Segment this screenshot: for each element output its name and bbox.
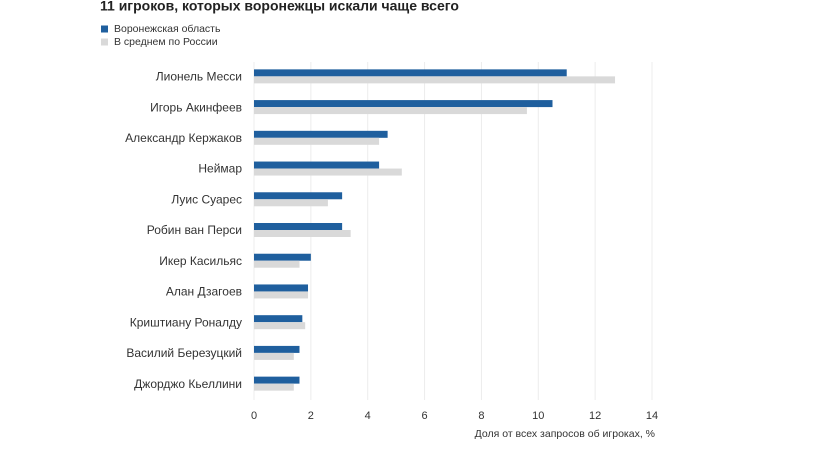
bar <box>254 383 294 391</box>
bar <box>254 291 309 299</box>
y-tick-label: Джорджо Кьеллини <box>134 377 242 391</box>
bar <box>254 345 300 353</box>
bar <box>254 107 527 115</box>
x-axis-label: Доля от всех запросов об игроках, % <box>475 428 655 440</box>
x-tick-label: 14 <box>646 410 658 422</box>
bar <box>254 137 380 145</box>
bar <box>254 199 328 207</box>
bar <box>254 192 343 200</box>
bar <box>254 161 380 169</box>
y-tick-label: Икер Касильяс <box>159 254 242 268</box>
bar <box>254 284 309 292</box>
y-tick-label: Василий Березуцкий <box>126 346 242 360</box>
bar <box>254 315 303 323</box>
bar <box>254 376 300 384</box>
x-tick-label: 6 <box>422 410 428 422</box>
y-tick-label: Луис Суарес <box>171 192 242 206</box>
bar <box>254 322 306 330</box>
bar <box>254 130 388 138</box>
y-tick-label: Криштиану Роналду <box>130 315 242 329</box>
chart-title: 11 игроков, которых воронежцы искали чащ… <box>100 0 459 14</box>
x-tick-label: 0 <box>251 410 257 422</box>
x-tick-label: 8 <box>478 410 484 422</box>
bar <box>254 168 402 176</box>
y-tick-label: Робин ван Перси <box>147 223 242 237</box>
legend-label: Воронежская область <box>114 23 221 35</box>
legend-label: В среднем по России <box>114 36 218 48</box>
x-tick-label: 2 <box>308 410 314 422</box>
y-tick-label: Игорь Акинфеев <box>150 100 242 114</box>
y-tick-label: Лионель Месси <box>156 70 242 84</box>
bar <box>254 253 311 261</box>
bar <box>254 352 294 360</box>
bar <box>254 76 616 84</box>
x-tick-label: 12 <box>589 410 601 422</box>
bar <box>254 223 343 230</box>
bar <box>254 230 351 237</box>
bar <box>254 69 567 77</box>
bar <box>254 260 300 268</box>
y-tick-label: Алан Дзагоев <box>166 285 242 299</box>
bar <box>254 100 553 108</box>
y-tick-label: Александр Кержаков <box>125 131 242 145</box>
y-tick-label: Неймар <box>198 162 242 176</box>
x-tick-label: 10 <box>532 410 544 422</box>
x-tick-label: 4 <box>365 410 371 422</box>
legend-swatch <box>101 25 108 33</box>
legend-swatch <box>101 38 108 46</box>
